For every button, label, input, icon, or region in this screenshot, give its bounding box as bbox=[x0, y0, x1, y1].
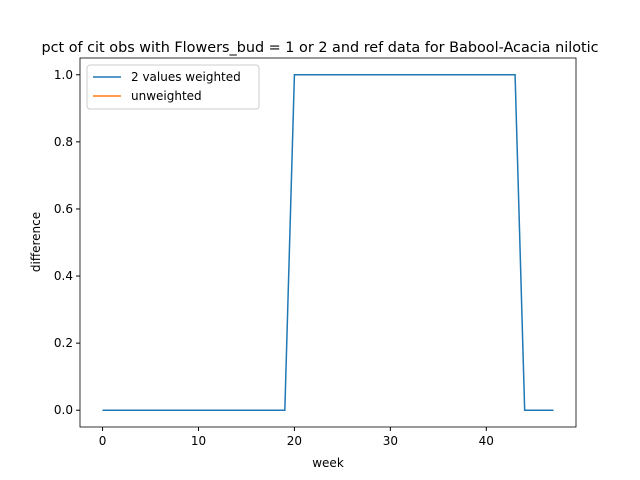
data-line bbox=[102, 74, 554, 411]
legend-label: unweighted bbox=[131, 89, 202, 103]
y-tick-label: 0.0 bbox=[54, 403, 73, 417]
legend-label: 2 values weighted bbox=[131, 70, 241, 84]
y-tick-label: 1.0 bbox=[54, 68, 73, 82]
x-tick-label: 10 bbox=[191, 434, 206, 448]
y-tick-label: 0.6 bbox=[54, 202, 73, 216]
y-tick-label: 0.2 bbox=[54, 336, 73, 350]
x-tick-label: 40 bbox=[479, 434, 494, 448]
y-axis-label: difference bbox=[29, 212, 43, 272]
legend-box bbox=[86, 64, 260, 110]
chart-title: pct of cit obs with Flowers_bud = 1 or 2… bbox=[41, 40, 598, 56]
x-tick-label: 0 bbox=[99, 434, 107, 448]
x-tick-label: 30 bbox=[383, 434, 398, 448]
plot-frame bbox=[79, 57, 577, 428]
x-tick-label: 20 bbox=[287, 434, 302, 448]
y-tick-label: 0.8 bbox=[54, 135, 73, 149]
y-tick-label: 0.4 bbox=[54, 269, 73, 283]
x-axis-label: week bbox=[312, 456, 344, 470]
